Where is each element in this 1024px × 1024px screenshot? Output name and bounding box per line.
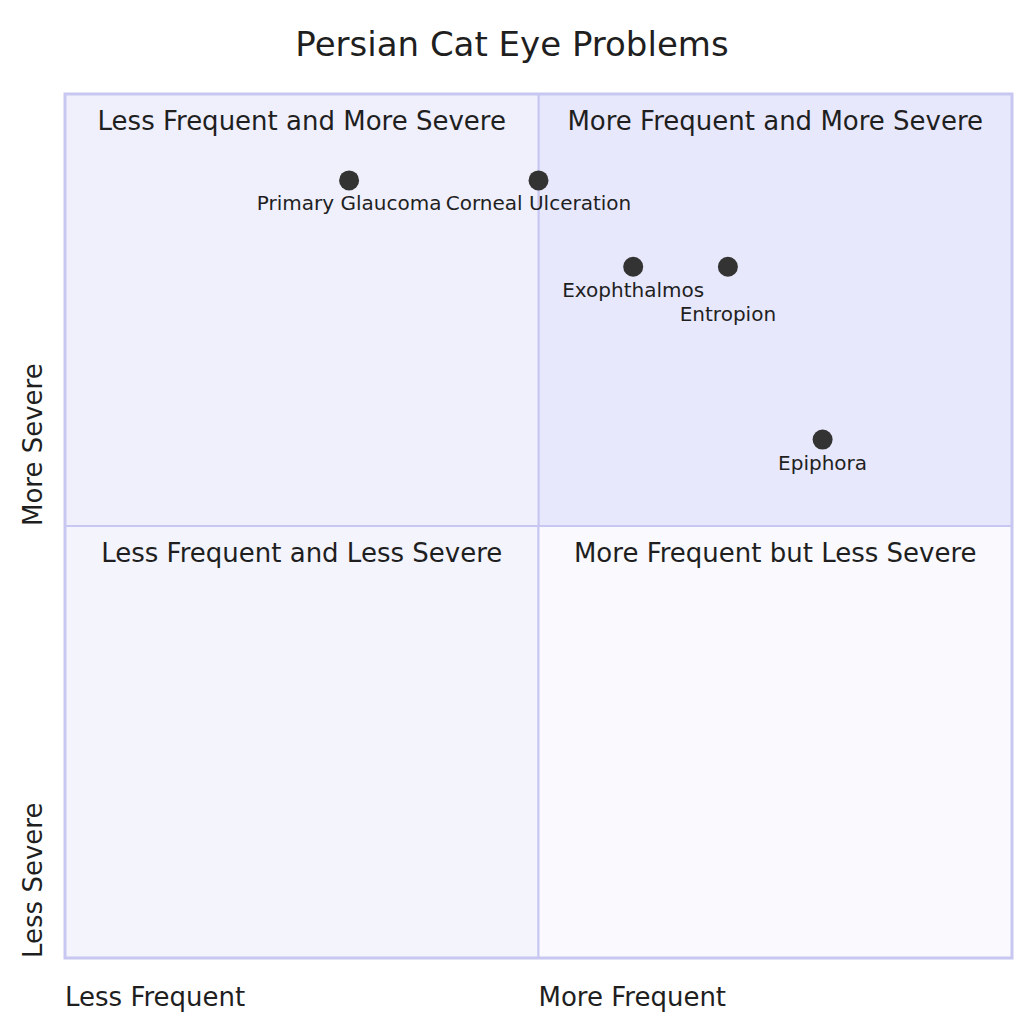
x-axis-label: Less Frequent xyxy=(65,982,245,1012)
quadrant xyxy=(539,94,1013,526)
quadrant-label: More Frequent and More Severe xyxy=(567,106,983,136)
point xyxy=(339,170,359,190)
quadrant xyxy=(65,526,539,958)
point xyxy=(623,257,643,277)
point xyxy=(718,257,738,277)
point xyxy=(529,170,549,190)
title: Persian Cat Eye Problems xyxy=(295,24,728,64)
point-label: Epiphora xyxy=(778,451,867,475)
quadrant xyxy=(539,526,1013,958)
y-axis-label: Less Severe xyxy=(18,803,48,958)
quadrant-label: Less Frequent and More Severe xyxy=(98,106,506,136)
quadrant-label: Less Frequent and Less Severe xyxy=(101,538,502,568)
point-label: Corneal Ulceration xyxy=(446,191,632,215)
point-labels: Primary GlaucomaCorneal Ulceration Exopht… xyxy=(257,191,867,474)
quadrant xyxy=(65,94,539,526)
chart: Persian Cat Eye Problems More Frequent an… xyxy=(0,0,1024,1024)
x-axis-label: More Frequent xyxy=(539,982,727,1012)
point-label: Entropion xyxy=(680,302,776,326)
point-label: Exophthalmos xyxy=(562,278,704,302)
point-label: Primary Glaucoma xyxy=(257,191,442,215)
point xyxy=(813,430,833,450)
y-axis-label: More Severe xyxy=(18,363,48,526)
quadrant-label: More Frequent but Less Severe xyxy=(574,538,977,568)
plot-frame xyxy=(65,94,1012,958)
